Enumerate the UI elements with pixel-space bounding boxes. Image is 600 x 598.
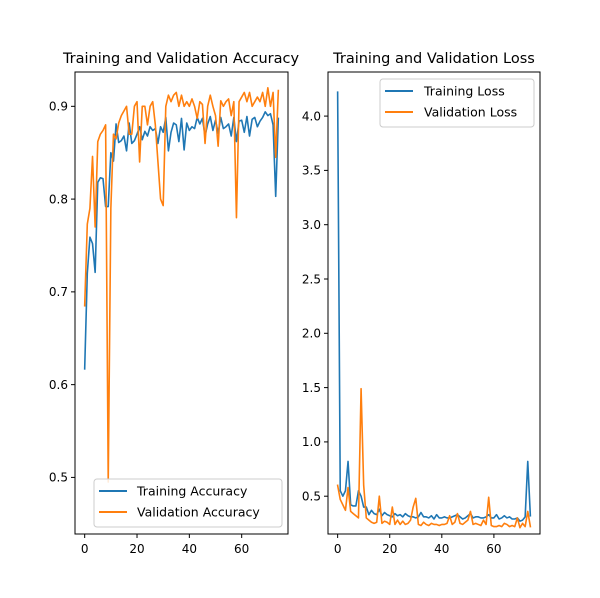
loss-legend: Training Loss Validation Loss [379, 78, 535, 128]
accuracy-series-layer [83, 86, 280, 483]
accuracy-xtick-label: 40 [182, 542, 197, 556]
loss-ytick-label: 1.5 [302, 381, 321, 395]
loss-ytick-label: 1.0 [302, 435, 321, 449]
loss-ytick-label: 0.5 [302, 490, 321, 504]
loss-xtick-label: 0 [334, 542, 342, 556]
accuracy-series-line-1 [83, 86, 280, 483]
loss-title: Training and Validation Loss [332, 51, 535, 67]
legend-label-training-accuracy: Training Accuracy [136, 484, 248, 499]
loss-ytick-label: 2.5 [302, 272, 321, 286]
loss-axes-frame [327, 71, 541, 535]
accuracy-axes-frame [74, 71, 289, 535]
loss-series-line-0 [336, 91, 532, 522]
loss-yticks: 0.5 1.0 1.5 2.0 2.5 3.0 3.5 4.0 [302, 109, 328, 504]
accuracy-legend: Training Accuracy Validation Accuracy [93, 478, 283, 528]
loss-ytick-label: 3.0 [302, 218, 321, 232]
accuracy-xtick-label: 60 [234, 542, 249, 556]
accuracy-title: Training and Validation Accuracy [62, 51, 300, 67]
legend-label-validation-accuracy: Validation Accuracy [137, 505, 260, 520]
loss-ytick-label: 4.0 [302, 109, 321, 123]
loss-series-line-1 [336, 387, 532, 529]
loss-xtick-label: 60 [486, 542, 501, 556]
accuracy-plot-area: 0 20 40 60 0.5 0.6 0.7 0.8 0.9 [49, 71, 289, 556]
loss-ytick-label: 2.0 [302, 327, 321, 341]
loss-series-layer [336, 91, 532, 529]
loss-plot-area: 0 20 40 60 0.5 1.0 1.5 2.0 2.5 3.0 3.5 4.0 [302, 71, 541, 556]
loss-xtick-label: 40 [434, 542, 449, 556]
accuracy-subplot: Training and Validation Accuracy 0 20 40 60… [49, 51, 300, 556]
accuracy-ytick-label: 0.7 [49, 285, 68, 299]
loss-legend-box [379, 78, 535, 128]
accuracy-legend-box [93, 478, 283, 528]
accuracy-xtick-label: 20 [129, 542, 144, 556]
legend-label-training-loss: Training Loss [423, 84, 505, 99]
accuracy-ytick-label: 0.9 [49, 100, 68, 114]
accuracy-xtick-label: 0 [81, 542, 89, 556]
accuracy-xticks: 0 20 40 60 [81, 534, 249, 556]
accuracy-ytick-label: 0.6 [49, 378, 68, 392]
loss-subplot: Training and Validation Loss 0 20 40 60 0.5… [302, 51, 541, 556]
accuracy-yticks: 0.5 0.6 0.7 0.8 0.9 [49, 100, 75, 485]
loss-xtick-label: 20 [382, 542, 397, 556]
accuracy-ytick-label: 0.5 [49, 471, 68, 485]
legend-label-validation-loss: Validation Loss [424, 105, 517, 120]
loss-ytick-label: 3.5 [302, 164, 321, 178]
loss-xticks: 0 20 40 60 [334, 534, 502, 556]
accuracy-ytick-label: 0.8 [49, 192, 68, 206]
